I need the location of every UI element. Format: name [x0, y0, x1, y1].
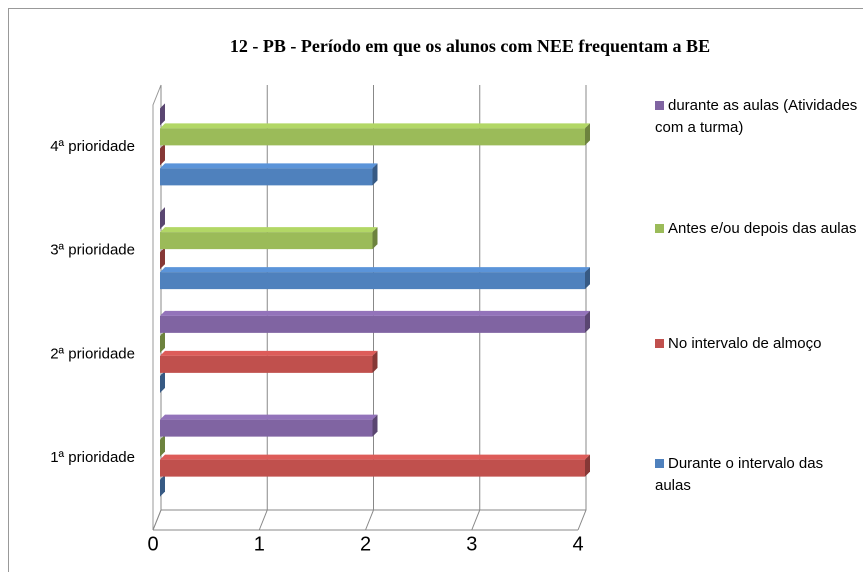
bar	[160, 474, 165, 497]
bar	[160, 414, 378, 437]
legend-swatch	[655, 459, 664, 468]
bar-face	[372, 227, 378, 250]
bar-face	[372, 350, 378, 373]
legend-entry: No intervalo de almoço	[655, 333, 860, 355]
bar-face	[160, 330, 165, 353]
bar-face	[160, 168, 373, 186]
bar	[160, 103, 165, 126]
bar	[160, 330, 165, 353]
x-tick-label: 1	[254, 533, 265, 555]
bar-face	[160, 247, 165, 270]
legend-label: Durante o intervalo das aulas	[655, 455, 824, 494]
bar-face	[160, 419, 373, 437]
x-tick-label: 0	[147, 533, 158, 555]
bar-face	[585, 267, 590, 290]
bar-face	[160, 143, 165, 166]
legend-label: Antes e/ou depois das aulas	[668, 220, 857, 237]
bar	[160, 143, 165, 166]
legend-entry: Antes e/ou depois das aulas	[655, 218, 860, 240]
bar	[160, 227, 378, 250]
bar	[160, 454, 590, 477]
bar-face	[160, 355, 373, 373]
y-tick-label: 3ª prioridade	[50, 242, 135, 259]
bar-face	[160, 434, 165, 457]
bar-face	[372, 414, 378, 437]
bar	[160, 163, 378, 186]
bar-face	[372, 163, 378, 186]
bar-face	[585, 123, 590, 146]
chart-title: 12 - PB - Período em que os alunos com N…	[230, 36, 710, 56]
y-tick-label: 2ª prioridade	[50, 345, 135, 362]
bar-face	[160, 454, 590, 460]
bar-face	[585, 310, 590, 333]
bar-face	[160, 103, 165, 126]
y-tick-label: 4ª prioridade	[50, 138, 135, 155]
x-tick-label: 2	[360, 533, 371, 555]
bar-face	[160, 267, 590, 273]
bar-face	[160, 123, 590, 129]
chart-frame	[8, 8, 863, 572]
legend-label: durante as aulas (Atividades com a turma…	[655, 97, 858, 136]
bar-face	[160, 207, 165, 230]
bar-face	[160, 459, 585, 477]
bar-face	[160, 227, 378, 233]
bar	[160, 267, 590, 290]
bar-face	[160, 128, 585, 146]
bar-face	[585, 454, 590, 477]
bar-face	[160, 350, 378, 356]
x-tick-label: 3	[466, 533, 477, 555]
bar-face	[160, 310, 590, 316]
bar	[160, 350, 378, 373]
legend-entry: durante as aulas (Atividades com a turma…	[655, 95, 860, 139]
bar	[160, 207, 165, 230]
bar	[160, 123, 590, 146]
bar	[160, 310, 590, 333]
bar-face	[160, 232, 373, 250]
legend-swatch	[655, 101, 664, 110]
x-tick-label: 4	[572, 533, 583, 555]
bar-face	[160, 414, 378, 420]
bar-face	[160, 315, 585, 333]
legend-label: No intervalo de almoço	[668, 335, 822, 352]
bar	[160, 370, 165, 393]
bar-face	[160, 370, 165, 393]
bar-face	[160, 272, 585, 290]
bar	[160, 247, 165, 270]
y-tick-label: 1ª prioridade	[50, 449, 135, 466]
bar-face	[160, 163, 378, 169]
bar-face	[160, 474, 165, 497]
bar	[160, 434, 165, 457]
legend-swatch	[655, 339, 664, 348]
legend-entry: Durante o intervalo das aulas	[655, 453, 860, 497]
legend-swatch	[655, 224, 664, 233]
